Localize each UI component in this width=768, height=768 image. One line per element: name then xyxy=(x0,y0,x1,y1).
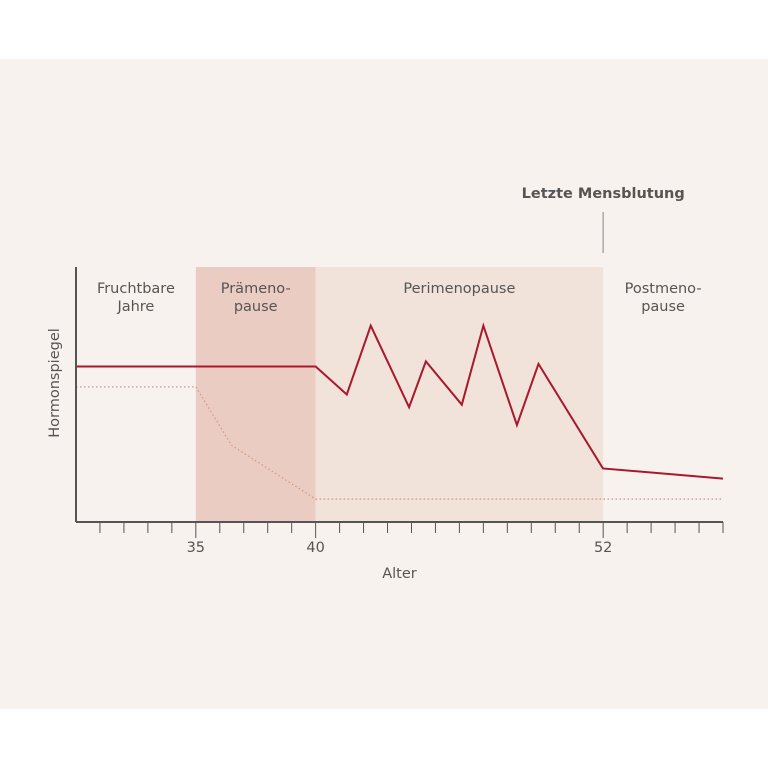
phase-label-line: Jahre xyxy=(116,299,154,315)
phase-band-praemeno xyxy=(195,267,316,522)
phase-label-fruchtbar: Fruchtbare Jahre xyxy=(97,281,175,315)
x-axis-ticks: 35 40 52 xyxy=(99,522,724,556)
y-axis-title: Hormonspiegel xyxy=(47,328,63,438)
phase-label-line: Fruchtbare xyxy=(97,281,175,297)
solid-hormone-line xyxy=(76,322,724,480)
phase-label-postmeno: Postmeno-pause xyxy=(625,281,702,315)
phase-label-line: Perimenopause xyxy=(403,281,515,297)
phase-label-line: Postmeno- xyxy=(625,281,702,297)
phase-label-praemeno: Prämeno-pause xyxy=(221,281,291,315)
marker-label: Letzte Mensblutung xyxy=(522,186,685,202)
dotted-hormone-line xyxy=(76,386,723,500)
x-axis-title: Alter xyxy=(382,566,417,582)
data-series xyxy=(76,322,724,500)
x-tick-label: 52 xyxy=(594,540,612,556)
phase-label-line: pause xyxy=(234,299,278,315)
last-period-marker: Letzte Mensblutung xyxy=(522,186,685,253)
x-tick-label: 35 xyxy=(187,540,205,556)
phase-label-line: pause xyxy=(641,299,685,315)
phase-band-perimeno xyxy=(315,267,604,522)
axes xyxy=(75,267,723,523)
x-tick-label: 40 xyxy=(306,540,324,556)
phase-label-perimeno: Perimenopause xyxy=(403,281,515,297)
phase-label-line: Prämeno- xyxy=(221,281,291,297)
phase-bands xyxy=(195,267,604,522)
phase-labels: Fruchtbare Jahre Prämeno-pause Perimenopaus… xyxy=(97,281,702,315)
